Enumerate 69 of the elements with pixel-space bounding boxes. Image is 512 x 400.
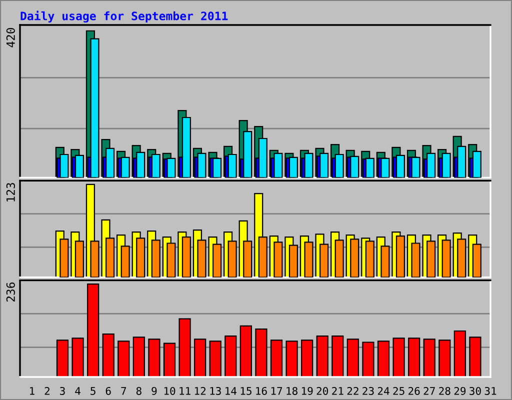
bar <box>350 238 360 278</box>
bar <box>377 340 390 377</box>
text: 123 <box>6 183 15 202</box>
bar <box>346 338 359 377</box>
x-tick-label: 30 <box>470 386 481 395</box>
x-tick-label: 16 <box>256 386 267 395</box>
x-tick-label: 4 <box>75 387 80 395</box>
bar <box>438 340 451 377</box>
x-tick-label: 26 <box>408 386 420 395</box>
x-tick-label: 29 <box>454 386 466 395</box>
x-tick-label: 20 <box>316 386 328 395</box>
bar <box>454 330 466 377</box>
bar <box>270 340 283 377</box>
bar <box>442 152 451 178</box>
bar <box>332 336 344 377</box>
x-tick-label: 14 <box>226 387 236 395</box>
bar <box>392 338 405 377</box>
x-tick-label: 22 <box>347 386 358 395</box>
bar <box>286 340 298 377</box>
bar <box>469 336 482 377</box>
x-tick-label: 2 <box>44 386 50 395</box>
x-tick-label: 13 <box>210 386 221 395</box>
bar <box>194 338 206 377</box>
bar <box>118 340 130 377</box>
x-tick-label: 19 <box>302 386 313 395</box>
x-tick-label: 31 <box>484 386 496 395</box>
bar <box>316 336 328 377</box>
x-tick-label: 1 <box>30 387 34 395</box>
x-tick-label: 12 <box>194 386 206 395</box>
bar <box>365 240 374 278</box>
bar <box>408 338 420 377</box>
text: 236 <box>6 282 15 302</box>
bar <box>423 338 436 377</box>
x-tick-label: 3 <box>60 386 65 395</box>
bar <box>163 342 176 377</box>
bar <box>288 156 298 178</box>
bar <box>148 338 160 377</box>
x-tick-label: 8 <box>136 386 142 395</box>
x-tick-label: 7 <box>121 387 126 395</box>
bar <box>224 336 237 377</box>
x-tick-label: 10 <box>164 386 176 395</box>
bar <box>396 236 405 278</box>
bar <box>240 325 252 377</box>
x-tick-label: 27 <box>424 386 435 395</box>
x-tick-label: 23 <box>362 386 374 395</box>
x-tick-label: 17 <box>271 387 282 395</box>
bar <box>56 340 69 377</box>
x-tick-label: 11 <box>180 387 190 395</box>
x-tick-label: 25 <box>393 386 404 395</box>
x-tick-label: 6 <box>106 386 111 395</box>
chart-title: Daily usage for September 2011 <box>20 10 228 23</box>
bar <box>87 284 100 377</box>
bar <box>255 328 268 377</box>
x-tick-label: 9 <box>152 386 157 395</box>
x-tick-label: 15 <box>240 387 252 395</box>
bar <box>72 338 84 377</box>
x-tick-label: 28 <box>439 386 450 395</box>
x-tick-label: 5 <box>90 387 96 395</box>
bar <box>178 318 191 377</box>
x-tick-label: 18 <box>286 386 298 395</box>
text: 420 <box>6 28 15 48</box>
x-tick-label: 21 <box>332 386 344 395</box>
x-tick-label: 24 <box>378 386 390 395</box>
bar <box>301 340 314 377</box>
bar <box>274 152 283 178</box>
bar <box>132 336 145 377</box>
bar <box>102 334 114 377</box>
bar <box>209 340 222 377</box>
bar <box>362 342 374 377</box>
